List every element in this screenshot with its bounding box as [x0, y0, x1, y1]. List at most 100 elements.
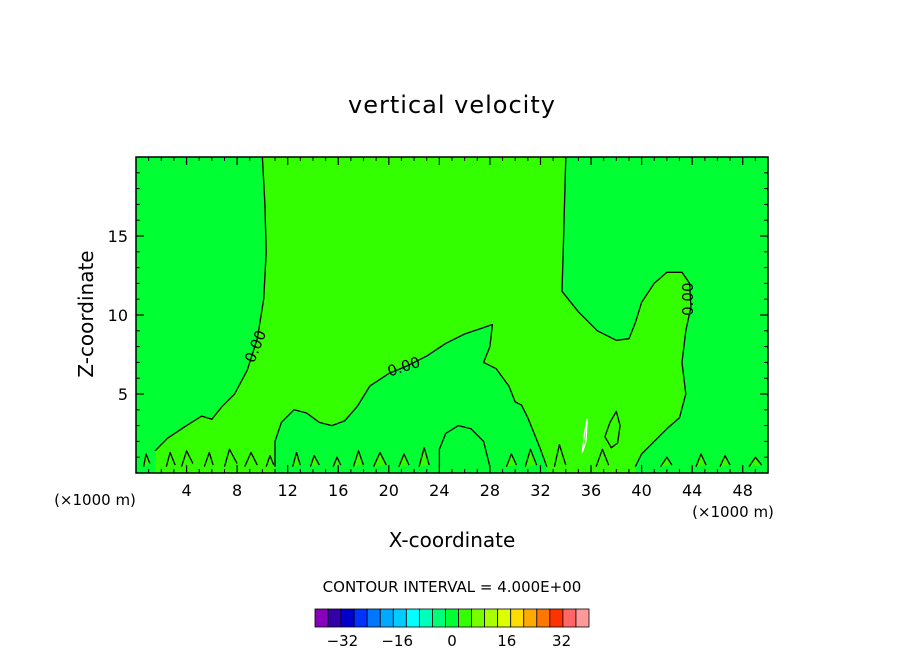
- colorbar-swatch: [379, 608, 394, 628]
- contour-line: [265, 454, 275, 467]
- contour-line: [203, 451, 214, 467]
- x-tick-label: 40: [631, 481, 651, 500]
- small-positive-cell: [749, 457, 762, 467]
- x-tick-label: 12: [278, 481, 298, 500]
- small-positive-cell: [660, 457, 672, 467]
- x-tick-label: 24: [429, 481, 449, 500]
- contour-line: [719, 454, 731, 467]
- colorbar-swatch: [562, 608, 577, 628]
- colorbar-swatch: [510, 608, 525, 628]
- x-tick-label: 36: [581, 481, 601, 500]
- small-positive-cell: [204, 452, 214, 467]
- contour-line: [274, 323, 548, 467]
- x-tick-label: 32: [530, 481, 550, 500]
- contour-line: [604, 410, 621, 449]
- colorbar-swatch: [497, 608, 512, 628]
- contour-line: [438, 424, 491, 467]
- x-tick-label: 16: [328, 481, 348, 500]
- colorbar-swatch: [418, 608, 433, 628]
- contour-line: [398, 453, 410, 467]
- contour-line: [142, 453, 151, 467]
- small-positive-cell: [696, 454, 707, 467]
- small-positive-cell: [224, 449, 238, 467]
- colorbar-swatch: [327, 608, 342, 628]
- contour-line: [561, 157, 692, 467]
- colorbar-tick-label: −32: [327, 632, 359, 650]
- colorbar-tick-label: 32: [552, 632, 571, 650]
- small-positive-cell: [333, 457, 341, 467]
- colorbar-swatch: [366, 608, 381, 628]
- small-positive-cell: [525, 449, 537, 467]
- y-tick-label: 5: [118, 385, 128, 404]
- contour-line: [244, 451, 258, 467]
- colorbar-swatch: [445, 608, 459, 628]
- x-tick-label: 44: [682, 481, 702, 500]
- colorbar-swatch: [536, 608, 551, 628]
- small-positive-cell: [292, 452, 301, 467]
- x-unit-left: (×1000 m): [54, 491, 136, 509]
- colorbar-swatch: [340, 608, 355, 628]
- contour-line: [309, 454, 320, 467]
- contour-line: [373, 451, 387, 467]
- contour-line: [581, 418, 588, 453]
- contour-line: [553, 443, 567, 467]
- small-positive-cell: [266, 455, 274, 467]
- colorbar-swatch: [432, 608, 446, 628]
- small-positive-cell: [373, 452, 387, 467]
- x-tick-label: 8: [232, 481, 242, 500]
- contour-line: [418, 447, 430, 467]
- contour-line: [505, 453, 518, 467]
- small-positive-cell: [310, 455, 320, 467]
- small-positive-cell: [166, 452, 176, 467]
- x-tick-label: 28: [480, 481, 500, 500]
- small-positive-cell: [720, 455, 731, 467]
- colorbar-swatch: [458, 608, 472, 628]
- contour-line: [660, 456, 673, 468]
- small-positive-cell: [398, 454, 409, 467]
- positive-velocity-region: [155, 157, 691, 473]
- colorbar-tick-label: 16: [497, 632, 516, 650]
- chart-title: vertical velocity: [348, 91, 556, 119]
- contour-line: [165, 451, 176, 467]
- contour-line: [154, 157, 267, 452]
- contour-line: [748, 456, 763, 468]
- x-tick-label: 20: [379, 481, 399, 500]
- colorbar-tick-label: 0: [447, 632, 457, 650]
- y-tick-label: 15: [108, 227, 128, 246]
- contour-line: [695, 453, 707, 467]
- colorbar-swatch: [471, 608, 486, 628]
- colorbar-swatch: [575, 608, 590, 628]
- small-positive-cell: [419, 447, 430, 467]
- contour-line: [595, 448, 610, 467]
- small-positive-cell: [596, 449, 609, 467]
- y-tick-label: 10: [108, 306, 128, 325]
- contour-value-label: 0.00: [679, 282, 697, 315]
- contour-line: [524, 448, 538, 467]
- contour-line: [180, 450, 194, 467]
- colorbar-tick-label: −16: [381, 632, 413, 650]
- colorbar-swatch: [314, 608, 329, 628]
- x-tick-label: 4: [181, 481, 191, 500]
- colorbar-swatch: [392, 608, 407, 628]
- y-axis-label: Z-coordinate: [74, 250, 98, 377]
- contour-line: [292, 451, 301, 467]
- contour-line: [332, 456, 342, 467]
- colorbar-swatch: [523, 608, 538, 628]
- small-positive-cell: [181, 450, 193, 467]
- x-tick-label: 48: [733, 481, 753, 500]
- colorbar-swatch: [484, 608, 499, 628]
- small-positive-cell: [506, 454, 517, 467]
- colorbar-swatch: [353, 608, 368, 628]
- colorbar-swatch: [549, 608, 564, 628]
- x-axis-label: X-coordinate: [389, 528, 516, 552]
- small-positive-cell: [353, 450, 364, 467]
- small-positive-cell: [244, 452, 258, 467]
- colorbar-swatch: [405, 608, 420, 628]
- contour-interval-text: CONTOUR INTERVAL = 4.000E+00: [323, 578, 582, 596]
- x-unit-right: (×1000 m): [692, 503, 774, 521]
- contour-line: [352, 450, 365, 467]
- colorbar: −32 −16 0 16 32: [314, 608, 590, 650]
- small-positive-cell: [143, 454, 150, 467]
- contour-line: [223, 448, 238, 467]
